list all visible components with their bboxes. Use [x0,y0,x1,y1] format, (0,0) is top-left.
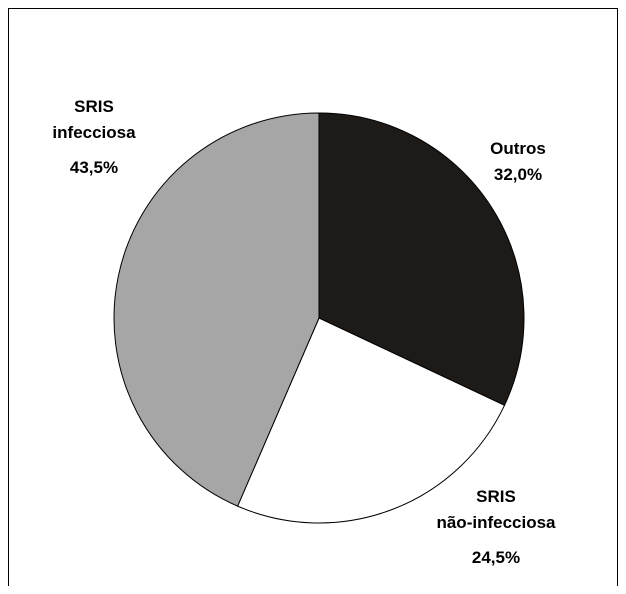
slice-name-label: SRIS [74,97,114,116]
slice-name-label: não-infecciosa [436,513,556,532]
slice-label: SRIS infecciosa 43,5% [52,97,136,177]
slice-value-label: 32,0% [494,165,542,184]
slice-name-label: infecciosa [52,123,136,142]
pie-slice [113,112,320,507]
slice-label: SRIS não-infecciosa 24,5% [436,487,556,567]
pie-labels: Outros 32,0% SRIS não-infecciosa 24,5% SRIS in… [52,97,556,567]
chart-frame [8,8,618,586]
slice-label: Outros 32,0% [490,139,546,184]
pie-slice [318,112,525,406]
pie-slices [113,112,525,524]
slice-name-label: Outros [490,139,546,158]
slice-value-label: 43,5% [70,158,118,177]
pie-slice [236,317,506,524]
slice-name-label: SRIS [476,487,516,506]
slice-value-label: 24,5% [472,548,520,567]
